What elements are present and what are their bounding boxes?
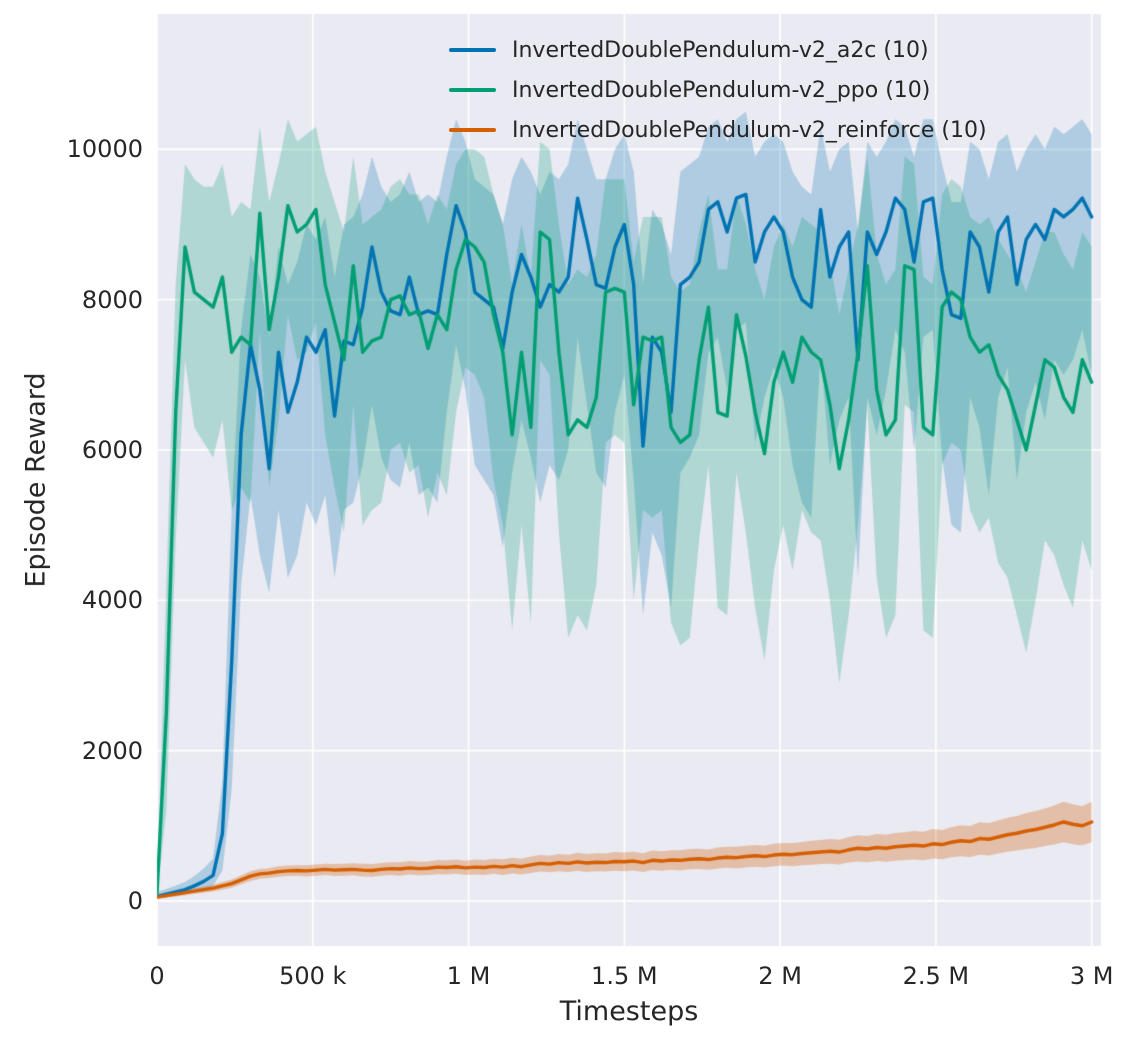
y-tick-label: 8000	[81, 285, 143, 314]
legend-entry: InvertedDoublePendulum-v2_reinforce (10)	[449, 110, 987, 150]
x-tick-label: 3 M	[1069, 962, 1114, 990]
y-axis-label: Episode Reward	[20, 372, 52, 588]
legend-line-swatch	[449, 88, 496, 92]
y-tick-label: 2000	[81, 736, 143, 765]
x-tick-label: 1 M	[446, 962, 491, 990]
legend-entry: InvertedDoublePendulum-v2_ppo (10)	[449, 70, 987, 110]
legend-label: InvertedDoublePendulum-v2_ppo (10)	[512, 77, 931, 103]
x-tick-label: 2.5 M	[902, 962, 970, 990]
y-tick-label: 6000	[81, 435, 143, 464]
x-tick-label: 2 M	[758, 962, 802, 990]
x-tick-label: 500 k	[279, 962, 347, 990]
legend-line-swatch	[449, 128, 496, 132]
y-tick-label: 0	[127, 886, 143, 915]
legend-label: InvertedDoublePendulum-v2_a2c (10)	[512, 37, 929, 63]
y-tick-label: 10000	[66, 135, 143, 164]
legend-line-swatch	[449, 48, 496, 52]
legend-label: InvertedDoublePendulum-v2_reinforce (10)	[512, 117, 987, 143]
x-tick-label: 0	[149, 962, 165, 990]
x-tick-label: 1.5 M	[591, 962, 658, 990]
legend-entry: InvertedDoublePendulum-v2_a2c (10)	[449, 30, 987, 70]
legend: InvertedDoublePendulum-v2_a2c (10) Invert…	[449, 30, 987, 150]
x-axis-label: Timesteps	[559, 996, 699, 1027]
y-tick-label: 4000	[81, 586, 143, 615]
